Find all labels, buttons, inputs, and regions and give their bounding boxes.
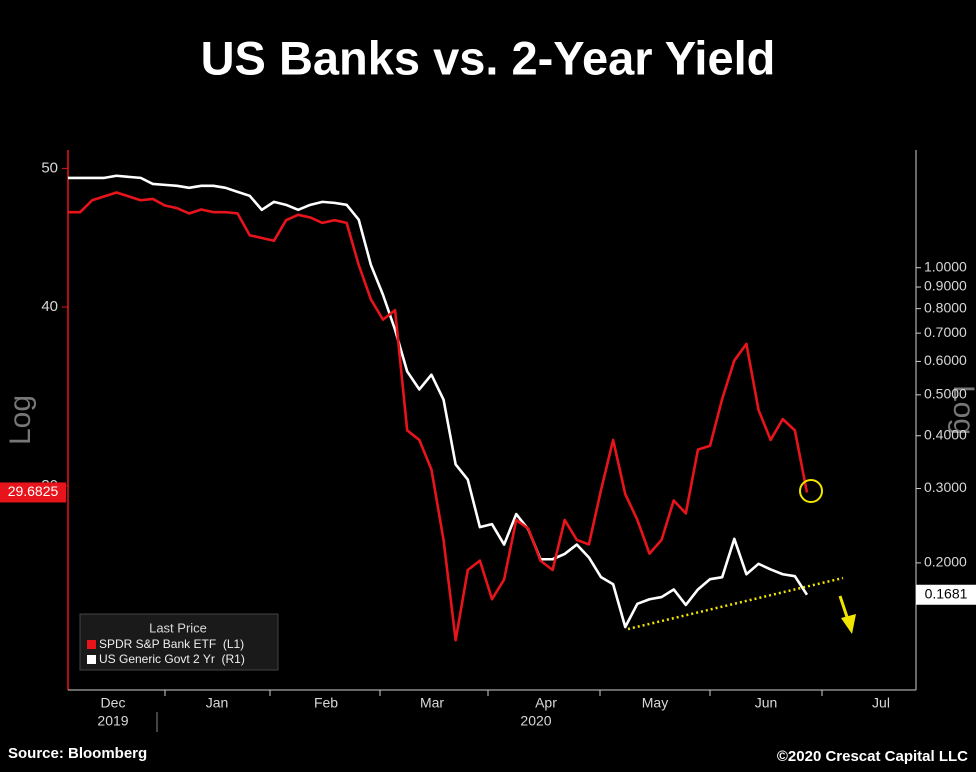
y-axis-label: Log [4,395,37,445]
y2-axis-label: Log [947,385,976,435]
last-price-label: 0.1681 [925,585,968,601]
x-tick-label: Apr [535,695,557,711]
down-arrow [838,595,856,634]
y-tick-label: 40 [41,298,58,315]
last-price-tag [0,482,66,503]
trend-line [627,576,844,631]
legend: Last Price [79,613,279,671]
y2-tick-label: 0.3000 [924,479,967,495]
x-tick-label: May [642,695,668,711]
legend-swatch [87,655,96,664]
year-label: 2020 [520,713,551,729]
x-tick-label: Jan [206,695,229,711]
legend-box [79,613,279,671]
last-price-tag [916,584,976,605]
arrow-head [841,614,856,634]
x-tick-label: Dec [101,695,126,711]
y2-tick-label: 0.2000 [924,554,967,570]
x-tick-label: Mar [420,695,444,711]
y2-tick-label: 0.5000 [924,386,967,402]
legend-label: US Generic Govt 2 Yr (R1) [99,652,245,666]
y2-tick-label: 0.7000 [924,324,967,340]
y-tick-label: 50 [41,159,58,176]
year-label: 2019 [97,713,128,729]
x-tick-label: Jun [755,695,778,711]
y2-tick-label: 0.6000 [924,352,967,368]
copyright: ©2020 Crescat Capital LLC [777,748,968,765]
x-tick-label: Jul [872,695,890,711]
legend-label: SPDR S&P Bank ETF (L1) [99,637,244,651]
arrow-shaft [838,595,850,621]
y2-tick-label: 0.9000 [924,278,967,294]
plot-area [68,174,809,642]
x-tick-label: Feb [314,695,338,711]
series-line [68,191,809,642]
y2-tick-label: 0.4000 [924,426,967,442]
highlight-circle [799,479,823,503]
series-line [68,174,809,629]
legend-swatch [87,640,96,649]
y2-tick-label: 1.0000 [924,258,967,274]
legend-title: Last Price [149,620,207,635]
chart-title: US Banks vs. 2-Year Yield [201,31,776,84]
source: Source: Bloomberg [8,745,147,762]
last-price-label: 29.6825 [8,483,59,499]
y2-tick-label: 0.8000 [924,299,967,315]
